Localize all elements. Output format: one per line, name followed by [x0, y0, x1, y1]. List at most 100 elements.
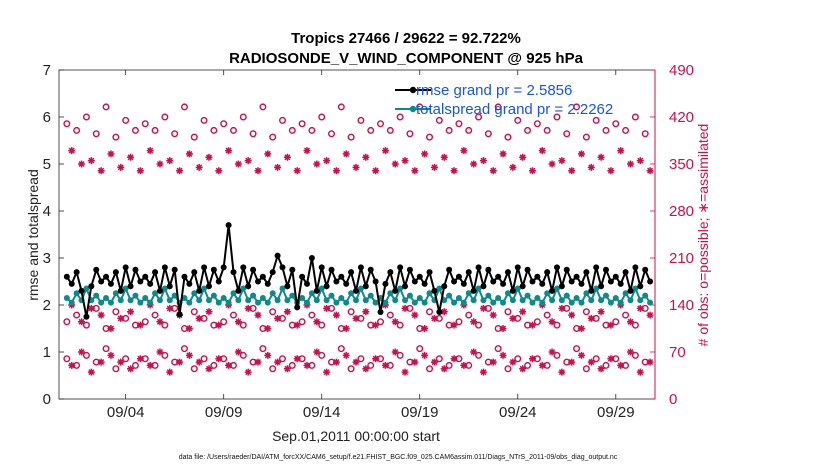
y-right-tick-label: 210: [669, 250, 694, 267]
obs-assimilated-marker: [519, 153, 527, 161]
spread-point: [259, 294, 266, 301]
rmse-point: [539, 280, 546, 287]
obs-possible-marker: [122, 116, 130, 124]
rmse-point: [299, 273, 306, 280]
obs-possible-marker: [161, 351, 169, 359]
obs-possible-marker: [82, 113, 90, 121]
obs-assimilated-marker: [646, 311, 654, 319]
spread-point: [637, 297, 644, 304]
rmse-point: [583, 269, 590, 276]
spread-point: [455, 294, 462, 301]
spread-point: [563, 292, 570, 299]
spread-point: [313, 297, 320, 304]
obs-assimilated-marker: [97, 358, 105, 366]
rmse-point: [627, 287, 634, 294]
spread-point: [279, 285, 286, 292]
rmse-point: [171, 266, 178, 273]
obs-possible-marker: [357, 314, 365, 322]
spread-point: [627, 297, 634, 304]
obs-assimilated-marker: [97, 167, 105, 175]
obs-possible-marker: [171, 130, 179, 138]
spread-point: [274, 297, 281, 304]
spread-point: [343, 299, 350, 306]
obs-assimilated-marker: [528, 167, 536, 175]
obs-assimilated-marker: [440, 365, 448, 373]
obs-assimilated-marker: [430, 358, 438, 366]
obs-assimilated-marker: [509, 358, 517, 366]
obs-assimilated-marker: [401, 157, 409, 165]
spread-point: [490, 299, 497, 306]
obs-assimilated-marker: [460, 147, 468, 155]
obs-assimilated-marker: [195, 358, 203, 366]
x-tick-label: 09/29: [597, 404, 635, 421]
obs-assimilated-marker: [146, 361, 154, 369]
obs-assimilated-marker: [646, 167, 654, 175]
spread-point: [519, 297, 526, 304]
spread-point: [289, 292, 296, 299]
rmse-point: [98, 278, 105, 285]
obs-possible-marker: [318, 351, 326, 359]
rmse-point: [68, 280, 75, 287]
obs-assimilated-marker: [568, 311, 576, 319]
obs-assimilated-marker: [117, 358, 125, 366]
obs-assimilated-marker: [519, 308, 527, 316]
obs-possible-marker: [200, 314, 208, 322]
obs-assimilated-marker: [234, 348, 242, 356]
spread-point: [500, 299, 507, 306]
spread-point: [186, 299, 193, 306]
rmse-point: [156, 287, 163, 294]
spread-point: [132, 292, 139, 299]
obs-assimilated-marker: [577, 150, 585, 158]
obs-possible-marker: [92, 304, 100, 312]
obs-assimilated-marker: [78, 318, 86, 326]
obs-assimilated-marker: [430, 163, 438, 171]
rmse-point: [343, 280, 350, 287]
obs-assimilated-marker: [136, 321, 144, 329]
obs-assimilated-marker: [587, 163, 595, 171]
spread-point: [269, 290, 276, 297]
spread-point: [411, 299, 418, 306]
obs-possible-marker: [151, 361, 159, 369]
spread-point: [210, 292, 217, 299]
obs-possible-marker: [131, 361, 139, 369]
rmse-point: [147, 280, 154, 287]
obs-possible-marker: [602, 361, 610, 369]
obs-assimilated-marker: [234, 318, 242, 326]
rmse-point: [446, 266, 453, 273]
obs-possible-marker: [484, 304, 492, 312]
obs-assimilated-marker: [440, 153, 448, 161]
spread-point: [558, 297, 565, 304]
obs-assimilated-marker: [342, 325, 350, 332]
obs-possible-marker: [592, 314, 600, 322]
rmse-point: [490, 278, 497, 285]
rmse-point: [348, 269, 355, 276]
obs-possible-marker: [298, 120, 306, 128]
y-axis-right-label: # of obs: o=possible; ∗=assimilated: [695, 124, 711, 347]
obs-assimilated-marker: [254, 311, 262, 319]
obs-assimilated-marker: [460, 361, 468, 369]
obs-possible-marker: [641, 130, 649, 138]
obs-possible-marker: [367, 361, 375, 369]
obs-assimilated-marker: [421, 150, 429, 158]
obs-assimilated-marker: [577, 351, 585, 359]
obs-assimilated-marker: [323, 368, 331, 376]
rmse-point: [465, 269, 472, 276]
obs-possible-marker: [190, 133, 198, 141]
obs-assimilated-marker: [68, 361, 76, 369]
spread-point: [607, 299, 614, 306]
obs-assimilated-marker: [264, 351, 272, 359]
spread-point: [191, 290, 198, 297]
obs-possible-marker: [151, 126, 159, 134]
obs-possible-marker: [229, 126, 237, 134]
spread-point: [333, 299, 340, 306]
y-right-tick-label: 350: [669, 156, 694, 173]
obs-assimilated-marker: [548, 160, 556, 168]
obs-possible-marker: [73, 361, 81, 369]
rmse-point: [544, 269, 551, 276]
obs-possible-marker: [229, 311, 237, 319]
obs-possible-marker: [455, 318, 463, 326]
y-right-tick-label: 280: [669, 203, 694, 220]
rmse-point: [460, 280, 467, 287]
spread-point: [63, 294, 70, 301]
obs-assimilated-marker: [283, 153, 291, 161]
